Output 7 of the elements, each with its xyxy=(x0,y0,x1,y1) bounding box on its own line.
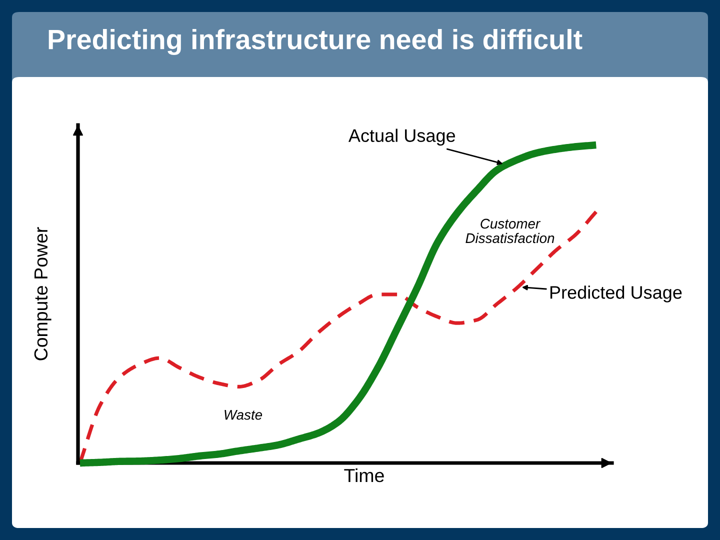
series-label: Predicted Usage xyxy=(550,286,682,302)
text: Actual Usage xyxy=(348,128,456,146)
y-axis-title: Compute Power xyxy=(34,227,52,360)
chart-title: Predicting infrastructure need is difficult xyxy=(48,28,582,56)
annotation: Customer Dissatisfaction xyxy=(466,218,554,244)
annotation: Waste xyxy=(224,410,262,420)
x-axis-title: Time xyxy=(344,468,384,482)
